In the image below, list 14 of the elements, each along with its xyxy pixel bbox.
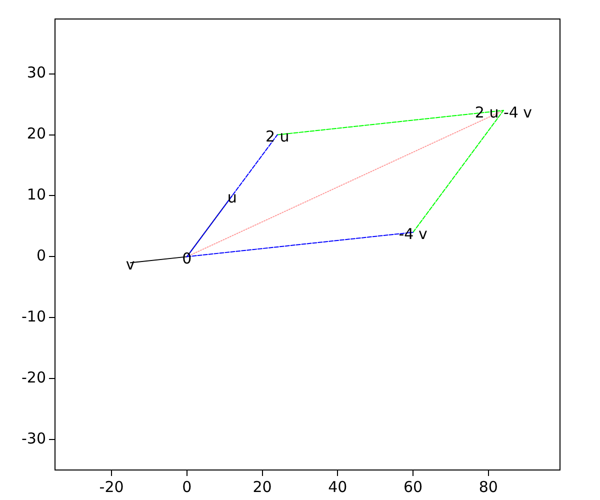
y-tick-label: 30 <box>26 64 46 82</box>
x-tick-label: -20 <box>99 478 124 496</box>
y-tick-label: -20 <box>22 368 46 386</box>
annotation: v <box>126 256 135 274</box>
x-tick-label: 40 <box>328 478 348 496</box>
y-tick-label: 10 <box>26 186 46 204</box>
y-tick-label: 0 <box>36 246 46 265</box>
x-tick-label: 20 <box>252 478 272 496</box>
y-tick-label: -10 <box>22 308 46 326</box>
x-tick-label: 0 <box>182 478 192 496</box>
x-tick-label: 60 <box>403 478 423 496</box>
x-tick-label: 80 <box>478 478 498 496</box>
y-tick-label: -30 <box>22 429 46 448</box>
y-tick-label: 20 <box>26 124 46 143</box>
